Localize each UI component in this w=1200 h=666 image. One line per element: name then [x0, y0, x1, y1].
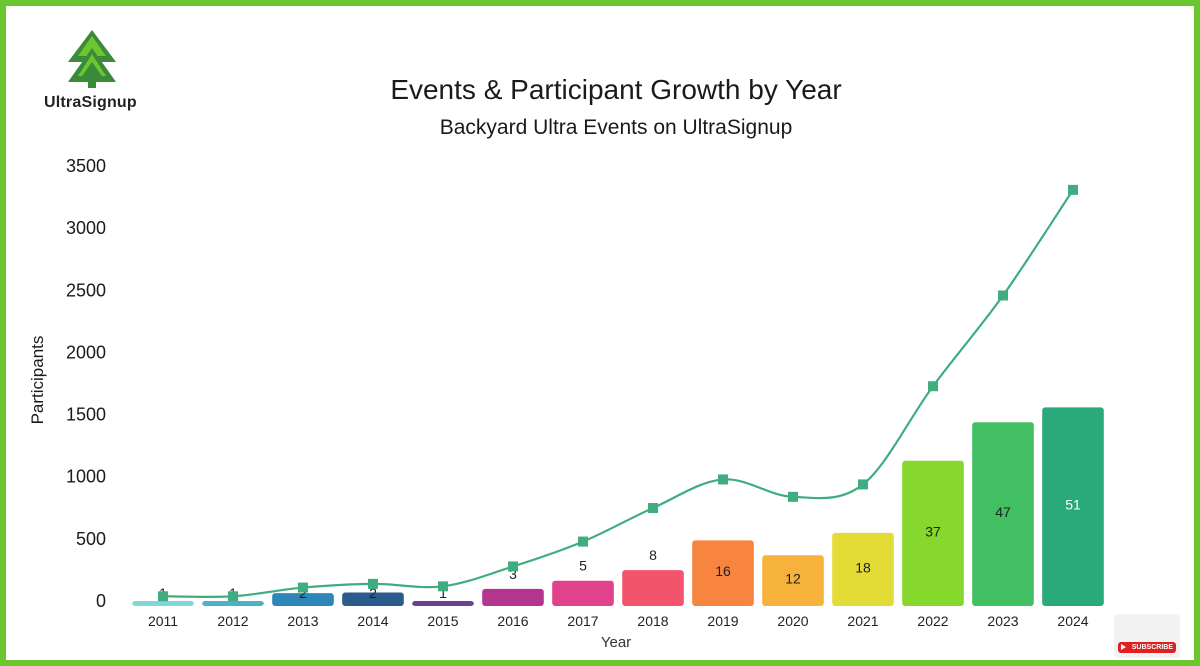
x-tick-label: 2012: [217, 613, 248, 629]
y-tick-label: 500: [76, 529, 106, 549]
line-marker: [718, 474, 728, 485]
bar: [902, 460, 964, 606]
ultrasignup-logo: UltraSignup: [44, 26, 144, 118]
x-tick-label: 2018: [637, 613, 668, 629]
bar: [762, 555, 824, 606]
x-tick-label: 2015: [427, 613, 458, 629]
line-marker: [438, 581, 448, 592]
x-tick-label: 2021: [847, 613, 878, 629]
x-tick-label: 2024: [1057, 613, 1088, 629]
bar: [1042, 407, 1104, 606]
x-axis-label: Year: [600, 634, 632, 651]
line-marker: [578, 536, 588, 547]
line-marker: [508, 561, 518, 572]
line-marker: [648, 503, 658, 514]
event-count-label: 12: [785, 571, 801, 587]
tree-logo-icon: [68, 30, 116, 88]
event-count-label: 3: [509, 566, 517, 582]
line-marker: [928, 381, 938, 392]
y-tick-label: 3000: [66, 218, 106, 238]
bar: [342, 592, 404, 606]
play-icon: [1121, 644, 1126, 650]
line-marker: [158, 591, 168, 602]
line-marker: [298, 582, 308, 593]
chart-subtitle: Backyard Ultra Events on UltraSignup: [439, 116, 793, 139]
bar: [832, 532, 894, 606]
event-count-label: 18: [855, 559, 871, 575]
event-count-label: 16: [715, 563, 731, 579]
x-tick-label: 2023: [987, 613, 1018, 629]
line-marker: [1068, 184, 1078, 195]
event-count-label: 37: [925, 523, 941, 539]
x-tick-label: 2020: [777, 613, 808, 629]
y-tick-label: 2000: [66, 342, 106, 362]
y-tick-label: 0: [96, 591, 106, 611]
bar: [132, 601, 194, 606]
event-count-label: 1: [439, 585, 447, 601]
chart-title: Events & Participant Growth by Year: [390, 74, 842, 105]
line-marker: [228, 591, 238, 602]
bar: [622, 570, 684, 606]
y-tick-label: 2500: [66, 280, 106, 300]
x-tick-label: 2017: [567, 613, 598, 629]
event-count-label: 2: [369, 585, 377, 601]
line-marker: [368, 578, 378, 589]
y-tick-label: 1000: [66, 467, 106, 487]
event-count-label: 8: [649, 547, 657, 563]
subscribe-label[interactable]: SUBSCRIBE: [1118, 642, 1176, 653]
line-marker: [788, 491, 798, 502]
x-tick-label: 2011: [148, 613, 178, 629]
bar: [272, 593, 334, 606]
y-tick-label: 1500: [66, 405, 106, 425]
x-tick-label: 2013: [287, 613, 318, 629]
x-tick-label: 2014: [357, 613, 388, 629]
bar: [412, 601, 474, 606]
x-tick-label: 2022: [917, 613, 948, 629]
y-tick-label: 3500: [66, 156, 106, 176]
bar: [552, 580, 614, 606]
bar: [692, 540, 754, 606]
logo-wordmark: UltraSignup: [44, 94, 137, 111]
event-count-label: 51: [1065, 497, 1081, 513]
bar: [972, 422, 1034, 606]
line-marker: [998, 290, 1008, 301]
x-tick-label: 2016: [497, 613, 528, 629]
subscribe-badge[interactable]: SUBSCRIBE: [1114, 614, 1180, 658]
line-marker: [858, 479, 868, 490]
bar: [482, 588, 544, 606]
event-count-label: 5: [579, 558, 587, 574]
x-tick-label: 2019: [707, 613, 738, 629]
event-count-label: 2: [299, 585, 307, 601]
event-count-label: 47: [995, 504, 1011, 520]
bar: [202, 601, 264, 606]
